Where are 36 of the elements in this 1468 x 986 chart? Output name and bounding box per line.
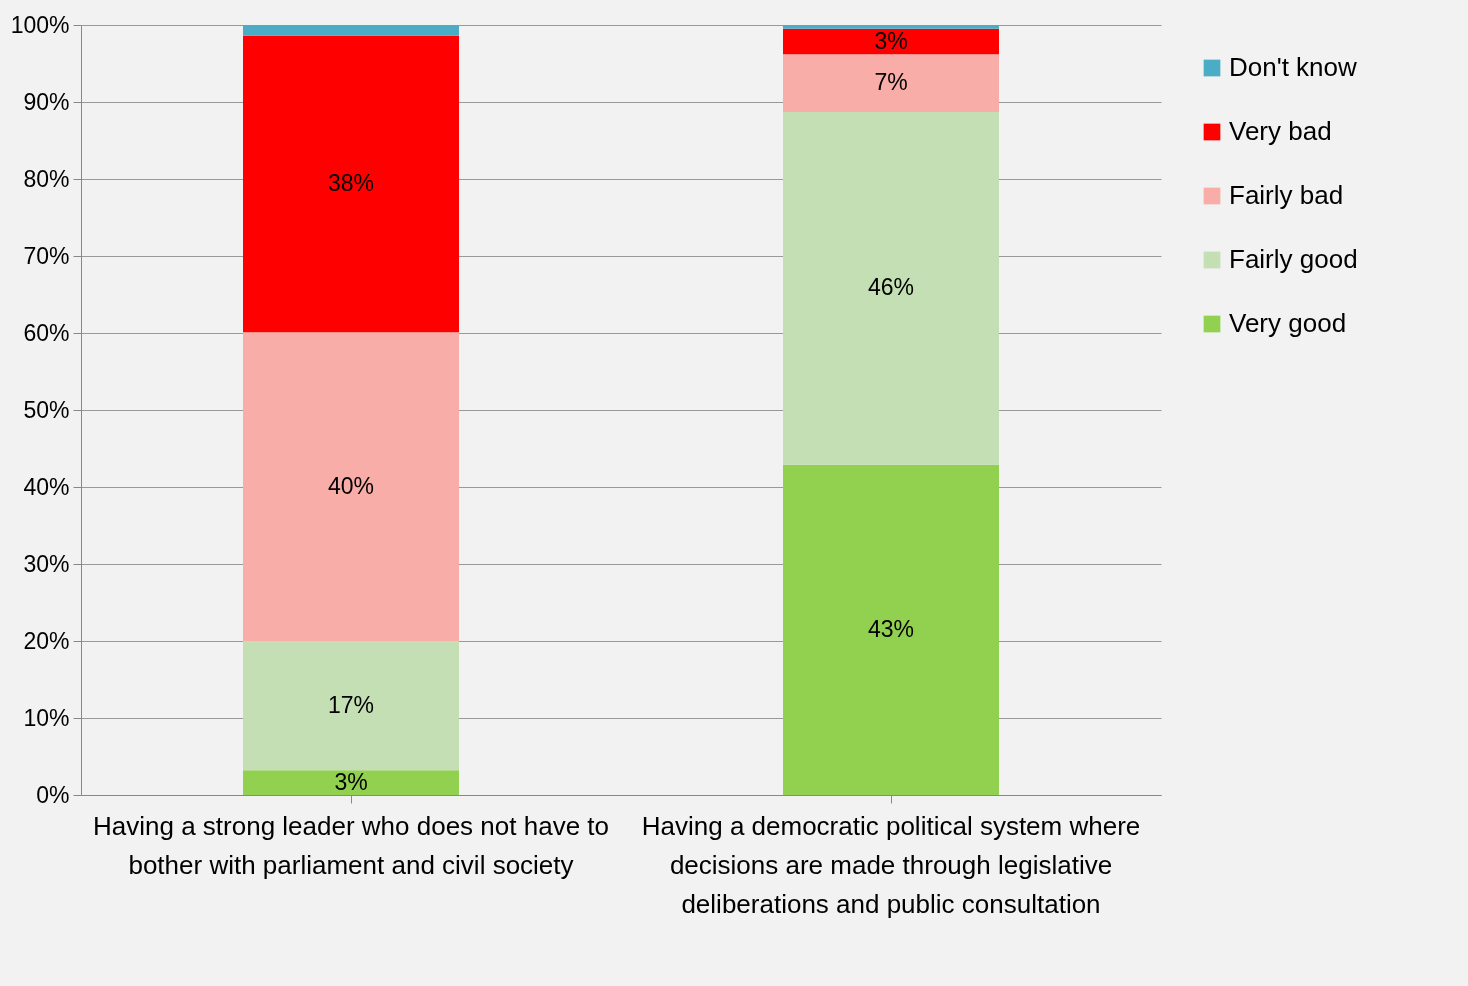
bar [243,641,459,771]
x-tick-label: Having a democratic political system where decisions are made through legislative deliberations and public consultation [641,810,1141,919]
bar [783,25,999,29]
y-tick-label: 20% [23,627,70,654]
bar [783,54,999,113]
y-tick-label: 30% [23,550,70,577]
y-tick-label: 0% [36,781,70,808]
bar [243,25,459,36]
legend-label: Don't know [1229,52,1358,82]
legend-label: Fairly bad [1229,180,1344,210]
legend-label: Very bad [1229,116,1332,146]
y-tick-label: 50% [23,396,70,423]
data-label: 40% [327,472,375,499]
y-tick-label: 10% [23,704,70,731]
y-tick-label: 90% [23,88,70,115]
data-label: 43% [867,615,915,642]
data-label: 38% [327,170,375,197]
data-label: 46% [867,274,915,301]
bar [243,332,459,641]
bar [783,112,999,465]
bar [243,35,459,333]
bar [783,28,999,55]
data-label: 7% [874,69,908,96]
legend-label: Fairly good [1229,244,1358,274]
y-tick-label: 80% [23,165,70,192]
data-label: 17% [327,691,375,718]
x-tick-label: Having a strong leader who does not have to bother with parliament and civil society [92,810,610,880]
legend-label: Very good [1229,308,1347,338]
bar [243,770,459,795]
y-tick-label: 100% [10,11,70,38]
bar [783,464,999,795]
y-tick-label: 40% [23,473,70,500]
data-label: 3% [334,768,368,795]
y-tick-label: 60% [23,319,70,346]
data-label: 3% [874,27,908,54]
y-tick-label: 70% [23,242,70,269]
